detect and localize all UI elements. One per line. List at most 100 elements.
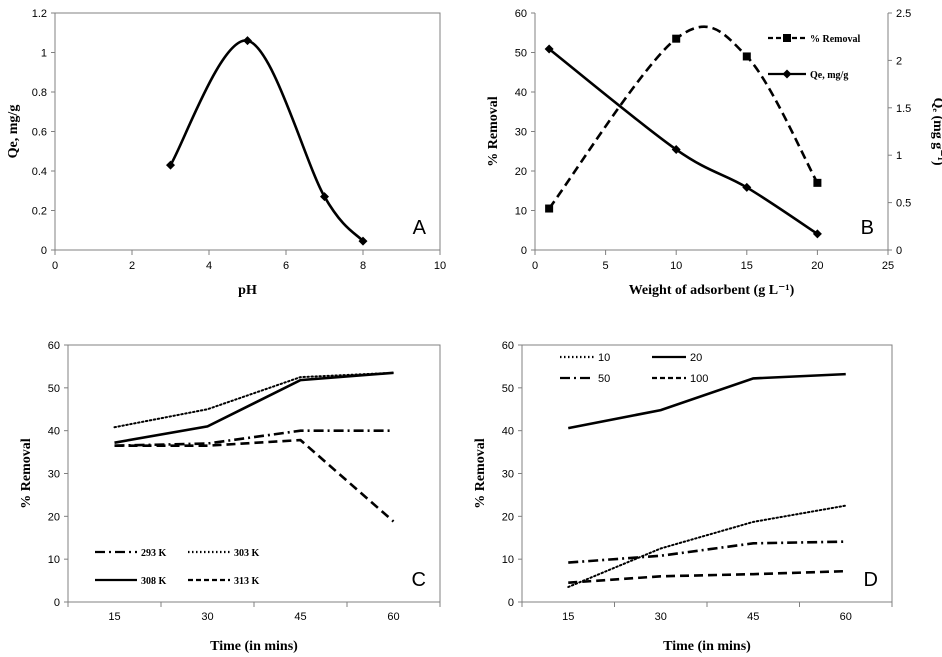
data-point-marker [166,160,175,170]
y-tick-label: 60 [515,8,527,20]
y-tick-label: 50 [502,383,514,395]
panel-label: A [413,217,427,239]
y-tick-label: 30 [515,127,527,139]
y2-tick-label: 2.5 [896,8,911,20]
x-tick-label: 45 [294,611,306,623]
series-line [113,371,395,429]
series-line [114,438,395,523]
y-axis-title: Qe, mg/g [6,105,21,159]
y-tick-label: 50 [48,383,60,395]
plot-area-frame [54,12,441,251]
y-tick-label: 60 [502,340,514,352]
legend-label: 303 K [234,548,260,559]
series-line [114,371,394,444]
y-axis-title: % Removal [473,438,488,508]
chart-d: 0 10 20 30 40 50 60 15 30 45 60 Time (in mins) % Rem… [473,340,893,654]
y-tick-label: 0.8 [32,87,47,99]
series-line [568,540,846,564]
data-point-marker [671,145,681,155]
series-100 [568,569,846,585]
y2-tick-label: 2 [896,55,902,67]
y-tick-label: 40 [515,87,527,99]
legend-marker [782,69,792,79]
x-tick-label: 0 [532,260,538,272]
legend-label: 50 [598,373,610,385]
y-tick-label: 0.4 [32,166,47,178]
legend-label: 308 K [141,576,167,587]
legend-label: % Removal [810,34,860,45]
series-line [548,25,819,210]
series-qe [166,36,368,246]
series-308-k [114,371,394,444]
legend-label: 293 K [141,548,167,559]
legend-item: 10 [560,352,610,364]
x-tick-label: 25 [882,260,894,272]
y-tick-label: 0 [54,597,60,609]
series-removal [545,25,822,213]
x-tick-label: 20 [811,260,823,272]
y-axis-title: % Removal [486,96,501,166]
x-tick-label: 4 [206,260,212,272]
series-line [568,569,846,585]
data-point-marker [742,182,752,192]
legend-label: 313 K [234,576,260,587]
x-tick-label: 60 [840,611,852,623]
chart-a: 0 0.2 0.4 0.6 0.8 1 1.2 0 2 4 6 8 10 pH Qe, mg/g A [6,8,446,298]
legend-item: 293 K [95,548,167,559]
x-tick-label: 2 [129,260,135,272]
panel-label: C [412,569,426,591]
series-line [169,39,364,243]
x-tick-label: 10 [434,260,446,272]
legend: 10 20 50 100 [560,352,708,385]
panel-label: D [864,569,878,591]
legend-marker [783,34,791,42]
x-axis-title: pH [238,283,257,298]
legend-item: 100 [652,373,708,385]
data-point-marker [812,229,822,239]
y-tick-label: 20 [515,166,527,178]
series-line [114,429,394,447]
y2-tick-label: 1.5 [896,103,911,115]
x-axis-title: Time (in mins) [210,639,298,654]
y-tick-label: 20 [502,511,514,523]
x-axis-title: Time (in mins) [663,639,751,654]
data-point-marker [243,36,252,46]
y-tick-label: 10 [502,554,514,566]
series-line [548,48,819,235]
y-tick-label: 0.2 [32,206,47,218]
series-303-k [113,371,395,429]
x-tick-label: 60 [387,611,399,623]
y-tick-label: 40 [48,426,60,438]
x-tick-label: 8 [360,260,366,272]
legend-item: Qe, mg/g [768,69,848,81]
legend-item: 20 [652,352,702,364]
x-tick-label: 15 [108,611,120,623]
x-tick-label: 15 [562,611,574,623]
series-line [567,504,847,589]
data-point-marker [320,192,329,202]
data-point-marker [545,204,554,213]
y-tick-label: 50 [515,48,527,60]
data-point-marker [672,34,681,43]
series-20 [568,372,846,430]
x-axis-title: Weight of adsorbent (g L⁻¹) [629,283,795,298]
y-tick-label: 30 [502,469,514,481]
y-tick-label: 0 [508,597,514,609]
legend-item: 313 K [188,576,260,587]
legend-label: 100 [690,373,708,385]
y-tick-label: 0.6 [32,127,47,139]
x-tick-label: 6 [283,260,289,272]
legend-label: 20 [690,352,702,364]
legend-item: 50 [560,373,610,385]
legend-label: Qe, mg/g [810,70,848,81]
series-50 [568,540,846,564]
plot-area-frame [67,344,441,603]
data-point-marker [742,52,751,61]
x-tick-label: 0 [52,260,58,272]
y-tick-label: 10 [515,206,527,218]
x-tick-label: 45 [747,611,759,623]
series-qe-mg-g [544,44,822,239]
series-313-k [114,438,395,523]
